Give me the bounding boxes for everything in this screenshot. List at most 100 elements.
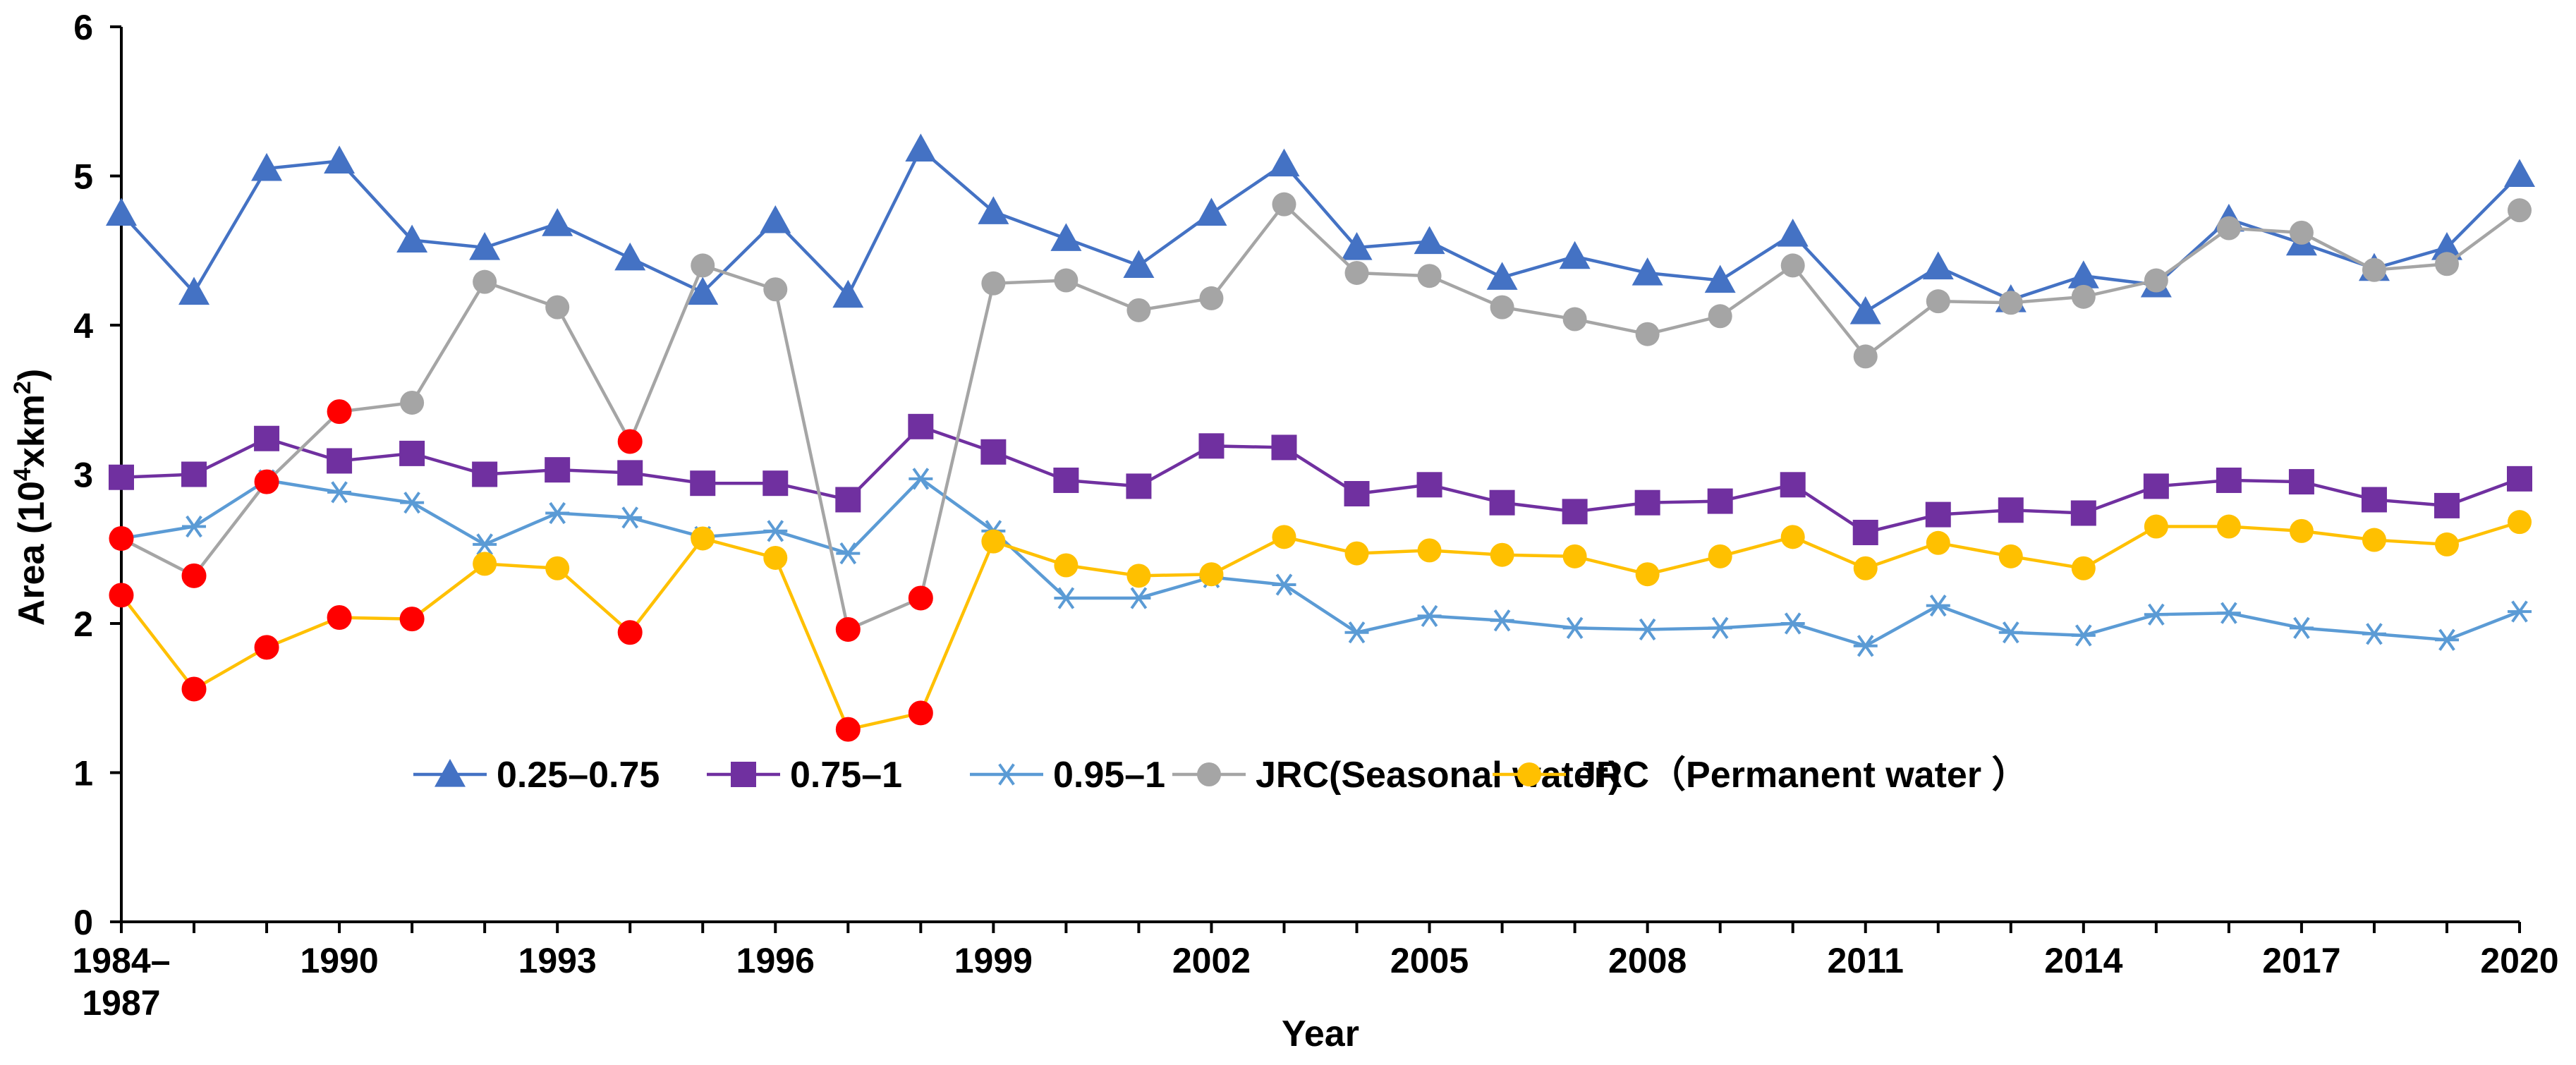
data-point — [2216, 467, 2242, 493]
data-point — [1053, 467, 1079, 493]
data-point — [400, 390, 425, 415]
marker-stroke — [476, 533, 493, 556]
x-tick-label: 1999 — [954, 941, 1033, 980]
data-point — [400, 607, 425, 631]
data-point — [2361, 487, 2387, 513]
data-point — [2507, 465, 2532, 492]
data-point — [2362, 528, 2386, 552]
data-point — [2144, 268, 2168, 293]
data-point — [254, 425, 280, 451]
y-tick-label: 0 — [73, 903, 93, 942]
data-point-ring — [617, 620, 643, 645]
data-point — [1417, 538, 1442, 563]
data-point — [687, 276, 719, 305]
series-4 — [109, 192, 2532, 642]
x-tick-label: 1990 — [300, 941, 378, 980]
y-axis-title-sup2: 2 — [9, 381, 36, 394]
data-point — [2216, 514, 2241, 539]
data-point — [1196, 197, 1227, 226]
legend-marker — [1197, 762, 1221, 786]
y-tick-label: 2 — [73, 604, 93, 644]
data-point — [469, 232, 501, 260]
data-point — [1926, 530, 1950, 555]
marker-stroke — [1057, 587, 1075, 609]
data-point — [2508, 198, 2532, 223]
data-point — [1559, 241, 1591, 269]
data-point — [909, 468, 933, 490]
y-axis-title-sup1: 4 — [9, 468, 36, 481]
data-point — [1126, 473, 1152, 499]
data-point-ring — [109, 525, 134, 551]
y-axis-title-suffix: ) — [11, 369, 52, 381]
marker-stroke — [1493, 609, 1511, 632]
data-point — [1562, 499, 1588, 525]
legend-item-5: JRC（Permanent water ） — [1493, 755, 2029, 796]
y-tick-label: 1 — [73, 754, 93, 793]
legend-label: 0.75–1 — [790, 755, 902, 796]
data-point — [1708, 544, 1732, 568]
data-point — [1998, 544, 2023, 568]
data-point — [1199, 286, 1224, 310]
x-tick-label: 1996 — [736, 941, 815, 980]
data-point — [251, 152, 283, 181]
data-point — [1123, 250, 1155, 278]
x-tick-label: 2017 — [2262, 941, 2340, 980]
data-point — [545, 457, 571, 483]
data-point — [396, 224, 428, 253]
data-point — [1562, 307, 1587, 331]
marker-stroke — [621, 506, 639, 529]
marker-stroke — [1857, 635, 1874, 657]
data-point — [691, 526, 715, 551]
legend-marker — [995, 763, 1019, 786]
data-point — [2071, 284, 2096, 309]
data-point — [1486, 262, 1518, 290]
series-5 — [109, 510, 2532, 742]
data-point — [400, 492, 425, 514]
data-point-ring — [399, 607, 425, 632]
series-line — [121, 476, 2520, 648]
data-point — [1272, 525, 1296, 549]
data-point-ring — [835, 616, 861, 642]
data-point-ring — [181, 563, 207, 588]
x-tick-label: 2020 — [2480, 941, 2558, 980]
legend-item-3: 0.95–1 — [970, 755, 1165, 796]
data-point — [2289, 220, 2314, 245]
data-point — [1199, 562, 1224, 587]
data-point — [690, 470, 716, 497]
data-point — [1198, 433, 1225, 459]
data-point — [1925, 501, 1951, 528]
data-point — [472, 461, 498, 487]
data-point — [2508, 600, 2532, 623]
x-tick-label: 2002 — [1172, 941, 1251, 980]
data-point — [1780, 612, 1805, 635]
data-point — [2288, 469, 2314, 495]
data-point — [255, 635, 279, 659]
data-point — [1126, 298, 1151, 322]
data-point — [473, 269, 497, 294]
y-tick-label: 5 — [73, 157, 93, 197]
data-point — [1344, 621, 1369, 644]
marker-stroke — [2074, 624, 2092, 647]
marker-stroke — [1348, 621, 1366, 644]
marker-stroke — [767, 520, 784, 542]
data-point — [1562, 544, 1587, 568]
x-tick-label: 2005 — [1390, 941, 1469, 980]
marker-stroke — [2366, 623, 2383, 645]
marker-stroke — [1784, 612, 1802, 635]
data-point — [1922, 251, 1954, 280]
data-point — [763, 470, 789, 497]
data-point — [1632, 257, 1663, 286]
data-point — [1708, 304, 1732, 329]
y-tick-label: 4 — [73, 306, 93, 346]
data-point — [1849, 296, 1881, 324]
data-point — [1054, 553, 1079, 578]
data-point — [908, 413, 934, 439]
series-3 — [109, 468, 2532, 657]
data-point — [1272, 192, 1296, 217]
data-point — [2071, 556, 2096, 580]
data-point — [836, 617, 861, 642]
marker-stroke — [1421, 604, 1438, 628]
data-point — [1272, 573, 1296, 596]
x-tick-label: 1993 — [518, 941, 597, 980]
data-point — [1054, 587, 1079, 609]
